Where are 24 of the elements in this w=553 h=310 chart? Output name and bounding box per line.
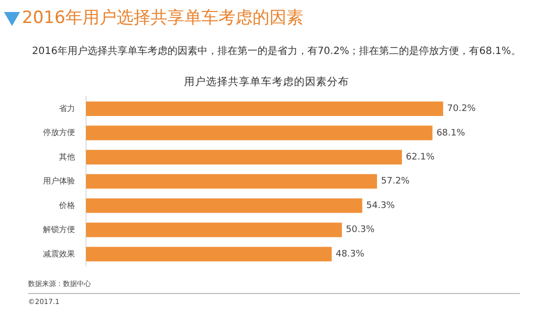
bar xyxy=(86,198,362,213)
y-tick-label: 省力 xyxy=(59,104,75,113)
bar xyxy=(86,246,332,262)
series-label: 用户选择共享单车考虑的因素分布 xyxy=(184,75,349,88)
chart-title: 2016年用户选择共享单车考虑的因素 xyxy=(22,7,304,29)
data-label: 57.2% xyxy=(381,176,410,187)
data-label: 62.1% xyxy=(406,152,435,163)
chart-subtitle: 2016年用户选择共享单车考虑的因素中，排在第一的是省力，有70.2%；排在第二的是停放方便，有68.1%。 xyxy=(31,44,522,58)
data-label: 70.2% xyxy=(447,104,476,114)
bar xyxy=(86,126,432,140)
bar xyxy=(86,150,402,164)
y-tick-label: 其他 xyxy=(59,152,75,162)
data-label: 54.3% xyxy=(366,200,396,211)
bar xyxy=(86,174,378,189)
y-tick-label: 用户体验 xyxy=(43,176,75,186)
bar xyxy=(86,222,342,238)
y-tick-label: 减震效果 xyxy=(43,249,75,258)
bar xyxy=(86,101,444,116)
data-label: 50.3% xyxy=(346,225,375,236)
y-tick-label: 停放方便 xyxy=(43,128,75,138)
y-tick-label: 价格 xyxy=(58,200,75,210)
data-label: 48.3% xyxy=(336,249,365,260)
y-tick-label: 解锁方便 xyxy=(43,225,75,234)
data-label: 68.1% xyxy=(436,128,466,138)
